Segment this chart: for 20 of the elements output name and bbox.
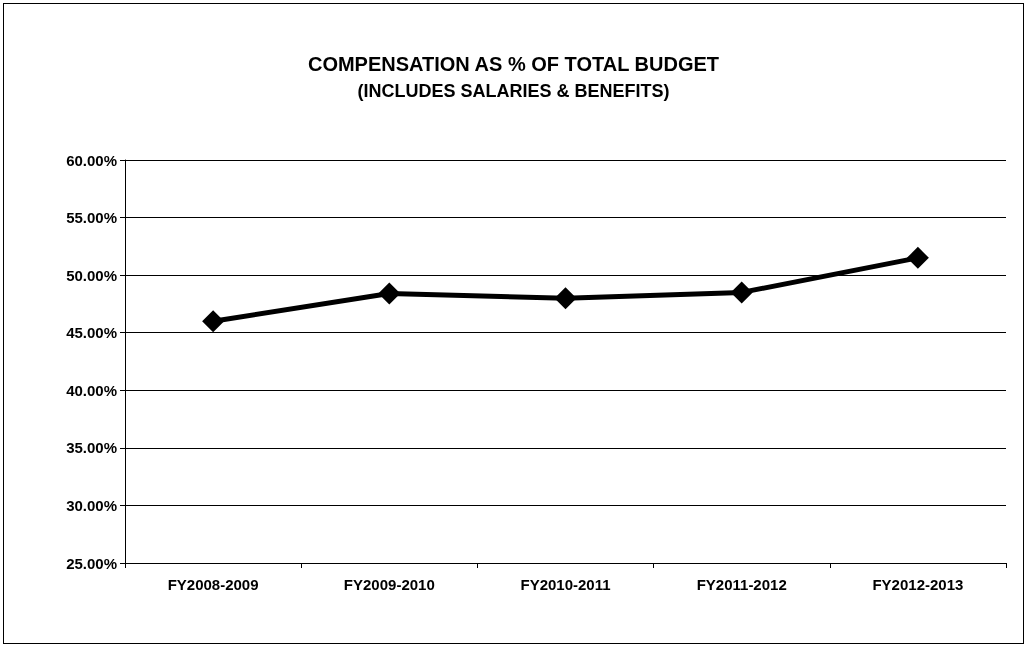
y-tick-label: 50.00% — [66, 266, 117, 284]
y-tick-label: 40.00% — [66, 381, 117, 399]
x-tick-label: FY2011-2012 — [696, 576, 787, 593]
x-tick-label: FY2010-2011 — [520, 576, 611, 593]
point — [554, 287, 577, 310]
y-tick-label: 30.00% — [66, 496, 117, 514]
chart-title: COMPENSATION AS % OF TOTAL BUDGET — [307, 53, 720, 75]
y-tick-label: 45.00% — [66, 324, 117, 342]
y-tick-label: 25.00% — [66, 554, 117, 572]
chart-subtitle: (INCLUDES SALARIES & BENEFITS) — [357, 81, 670, 101]
y-tick-label: 35.00% — [66, 439, 117, 457]
point — [730, 281, 753, 304]
point — [906, 246, 929, 269]
x-tick-label: FY2008-2009 — [167, 576, 259, 593]
x-tick-label: FY2009-2010 — [343, 576, 435, 593]
y-tick-label: 55.00% — [66, 209, 117, 227]
point — [378, 282, 401, 305]
point — [202, 310, 225, 333]
y-tick-label: 60.00% — [66, 151, 117, 169]
x-tick-label: FY2012-2013 — [872, 576, 964, 593]
